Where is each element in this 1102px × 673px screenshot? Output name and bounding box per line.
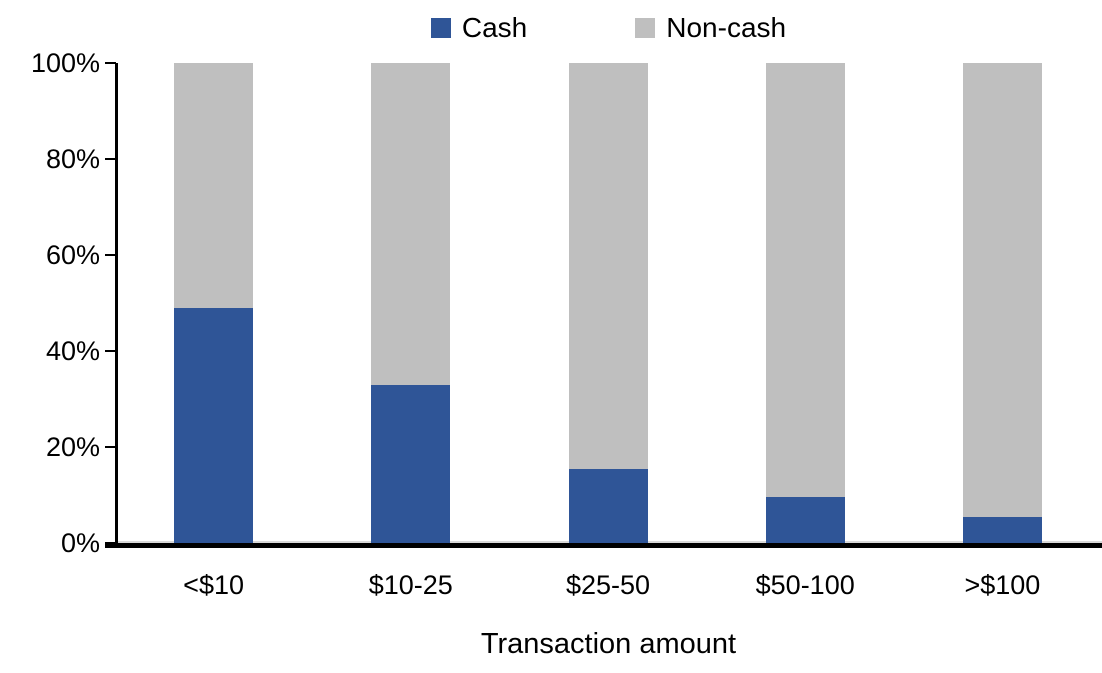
- bar-segment-cash-100: [962, 516, 1042, 543]
- legend-swatch-non-cash: [635, 18, 656, 38]
- y-tick-label: 60%: [45, 240, 100, 270]
- x-tick-label: >$100: [964, 570, 1041, 600]
- legend-item-non-cash[interactable]: Non-cash: [635, 12, 786, 44]
- y-tick-label: 80%: [45, 144, 100, 174]
- x-tick-label: $10-25: [368, 570, 453, 600]
- y-axis-tick: [105, 158, 116, 160]
- legend-label: Non-cash: [666, 12, 787, 43]
- legend-label: Cash: [461, 12, 528, 43]
- y-tick-label: 0%: [60, 528, 100, 558]
- bar-segment-non-cash-10-25: [371, 63, 451, 385]
- y-axis-tick: [105, 254, 116, 256]
- chart-legend: Cash Non-cash: [115, 12, 1102, 44]
- x-tick-label: $50-100: [755, 570, 855, 600]
- y-tick-label: 100%: [30, 48, 100, 78]
- legend-item-cash[interactable]: Cash: [430, 12, 528, 44]
- bar-segment-cash-10-25: [371, 384, 451, 543]
- bar-segment-cash-25-50: [568, 468, 648, 543]
- bar-segment-cash-10: [174, 307, 254, 543]
- x-axis-title: Transaction amount: [480, 628, 737, 660]
- y-axis-tick: [105, 446, 116, 448]
- y-tick-label: 40%: [45, 336, 100, 366]
- bar-segment-cash-50-100: [765, 497, 845, 543]
- y-tick-label: 20%: [45, 432, 100, 462]
- x-tick-label: $25-50: [565, 570, 651, 600]
- y-axis-tick: [105, 350, 116, 352]
- y-axis-tick: [105, 62, 116, 64]
- bar-segment-non-cash-50-100: [765, 63, 845, 498]
- x-axis-line: [105, 543, 1102, 548]
- bar-segment-non-cash-100: [962, 63, 1042, 517]
- bar-segment-non-cash-25-50: [568, 63, 648, 469]
- x-tick-label: <$10: [183, 570, 244, 600]
- y-axis-line: [115, 63, 118, 546]
- bar-segment-non-cash-10: [174, 63, 254, 308]
- legend-swatch-cash: [430, 18, 451, 38]
